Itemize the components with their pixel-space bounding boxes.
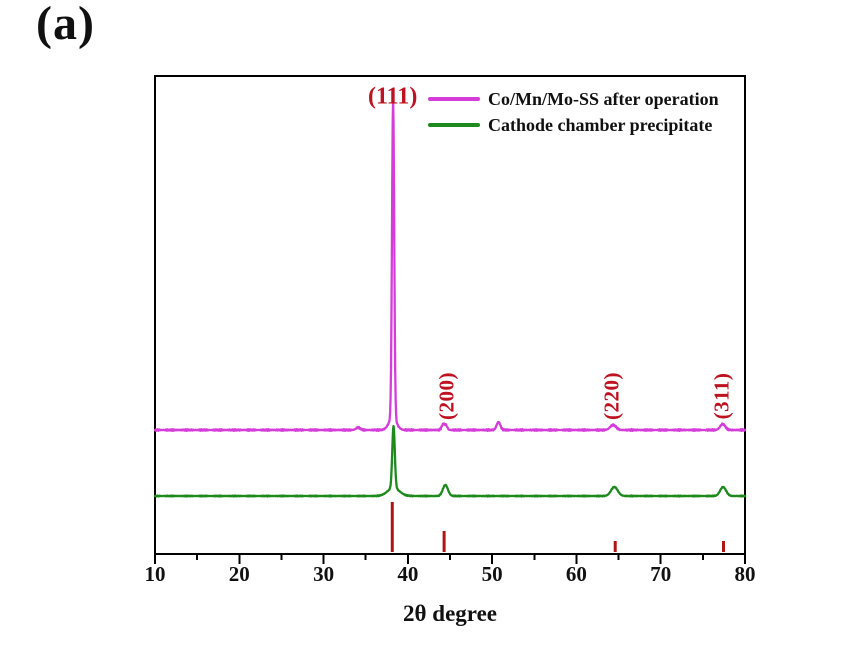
legend-label-precipitate: Cathode chamber precipitate — [488, 114, 713, 135]
x-tick-label-70: 70 — [650, 562, 672, 586]
plot-frame — [154, 75, 746, 555]
x-tick-label-30: 30 — [313, 562, 335, 586]
legend: Co/Mn/Mo-SS after operation Cathode cham… — [428, 86, 719, 138]
x-tick-label-80: 80 — [734, 562, 756, 586]
x-axis-label: 2θ degree — [403, 601, 497, 626]
peak-label-111: (111) — [368, 83, 418, 110]
legend-line-green — [428, 123, 480, 127]
peak-label-200: (200) — [434, 372, 459, 420]
x-tick-label-10: 10 — [144, 562, 166, 586]
x-tick-label-40: 40 — [397, 562, 419, 586]
peak-label-220: (220) — [599, 372, 624, 420]
legend-item-after-operation: Co/Mn/Mo-SS after operation — [428, 86, 719, 112]
x-tick-label-20: 20 — [228, 562, 250, 586]
after-operation-curve — [153, 98, 747, 433]
precipitate-curve — [153, 424, 747, 498]
x-tick-label-60: 60 — [565, 562, 587, 586]
legend-item-precipitate: Cathode chamber precipitate — [428, 112, 719, 138]
x-tick-label-50: 50 — [481, 562, 503, 586]
legend-line-magenta — [428, 97, 480, 101]
panel-label: (a) — [36, 0, 95, 50]
legend-label-after-operation: Co/Mn/Mo-SS after operation — [488, 88, 719, 109]
peak-label-311: (311) — [709, 372, 734, 420]
